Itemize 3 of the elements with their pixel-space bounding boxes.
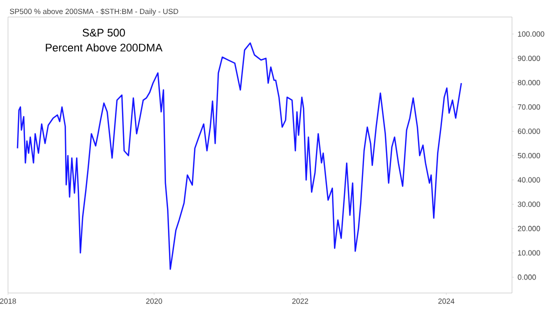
annotation: S&P 500 [82, 28, 125, 37]
annotation: Percent Above 200DMA [46, 43, 162, 52]
line-series [16, 42, 462, 270]
